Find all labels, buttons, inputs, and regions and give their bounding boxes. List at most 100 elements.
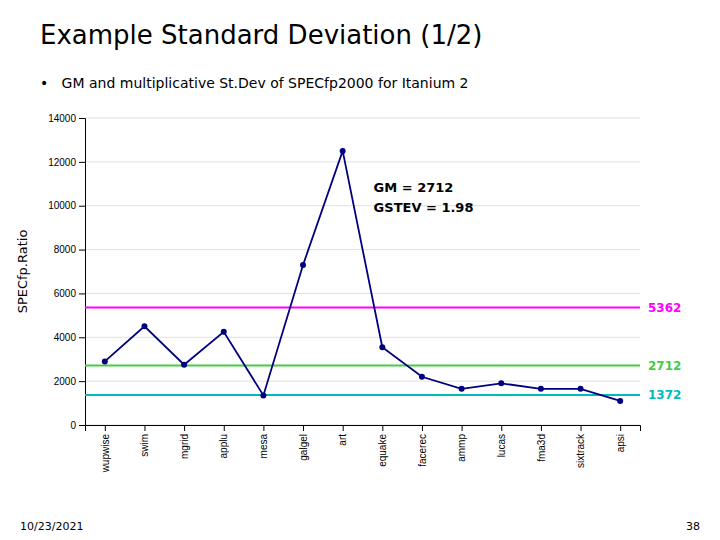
x-tick: swim [139, 425, 150, 457]
y-tick-mark [79, 425, 85, 426]
data-point [498, 380, 504, 386]
data-line [105, 151, 620, 401]
y-tick: 0 [70, 420, 85, 431]
x-tick-label: mesa [258, 434, 269, 459]
grid-line [85, 293, 640, 294]
y-axis-title: SPECfp.Ratio [15, 230, 30, 314]
x-tick-mark [144, 425, 145, 431]
data-point [340, 148, 346, 154]
x-tick-mark [501, 425, 502, 431]
data-point [260, 392, 266, 398]
y-tick-label: 8000 [54, 244, 77, 255]
y-tick-mark [79, 206, 85, 207]
y-tick-mark [79, 293, 85, 294]
y-tick-label: 10000 [48, 200, 76, 211]
x-tick-mark [462, 425, 463, 431]
chart-svg: Example Standard Deviation (1/2) • GM and… [0, 0, 720, 540]
y-tick-label: 12000 [48, 157, 76, 168]
x-tick-label: art [337, 434, 348, 446]
grid [85, 118, 640, 425]
data-point [181, 362, 187, 368]
x-tick-label: fma3d [536, 434, 547, 462]
x-tick: lucas [496, 425, 507, 457]
x-tick-label: sixtrack [575, 433, 586, 468]
y-axis-line [79, 119, 86, 426]
y-axis: 0 2000 4000 6000 8000 10000 12000 14000 [48, 113, 85, 431]
reference-line [85, 306, 640, 308]
y-tick: 12000 [48, 157, 85, 168]
x-tick-mark [263, 425, 264, 431]
x-tick-label: swim [139, 434, 150, 457]
x-tick-mark [303, 425, 304, 431]
data-point [141, 323, 147, 329]
y-tick-mark [79, 118, 85, 119]
reference-line [85, 365, 640, 367]
reference-label: 5362 [648, 301, 681, 315]
data-point [538, 386, 544, 392]
y-tick-label: 14000 [48, 113, 76, 124]
data-point [419, 374, 425, 380]
title: Example Standard Deviation (1/2) [40, 20, 482, 50]
x-tick: sixtrack [575, 425, 586, 468]
subtitle: • GM and multiplicative St.Dev of SPECfp… [40, 75, 469, 91]
grid-line [85, 337, 640, 338]
x-tick: apsi [615, 425, 626, 452]
y-tick-label: 0 [70, 420, 76, 431]
x-tick-label: equake [377, 434, 388, 467]
x-axis: wupwise swim mgrid applu mesa galgel art equake… [86, 425, 641, 473]
x-tick-label: galgel [298, 434, 309, 461]
y-tick-label: 2000 [54, 376, 77, 387]
data-point [379, 344, 385, 350]
y-tick: 10000 [48, 200, 85, 211]
x-tick-mark [343, 425, 344, 431]
x-tick: art [337, 425, 348, 446]
annotation: GM = 2712GSTEV = 1.98 [374, 180, 474, 215]
grid-line [85, 381, 640, 382]
x-tick-mark [422, 425, 423, 431]
x-tick-mark [541, 425, 542, 431]
marks [85, 148, 640, 404]
x-tick: fma3d [536, 425, 547, 462]
y-tick: 4000 [54, 332, 85, 343]
y-tick: 6000 [54, 288, 85, 299]
x-axis-line [86, 426, 641, 432]
grid-line [85, 118, 640, 119]
data-point [102, 358, 108, 364]
y-tick: 14000 [48, 113, 85, 124]
y-tick-label: 4000 [54, 332, 77, 343]
x-tick: ammp [456, 425, 467, 462]
x-tick-mark [620, 425, 621, 431]
data-point [300, 262, 306, 268]
footer-left: 10/23/2021 [20, 520, 83, 533]
data-point [617, 398, 623, 404]
x-tick-label: apsi [615, 434, 626, 452]
footer-right: 38 [686, 520, 700, 533]
y-tick-mark [79, 162, 85, 163]
reference-line [85, 394, 640, 396]
x-tick-label: ammp [456, 434, 467, 462]
y-tick: 8000 [54, 244, 85, 255]
x-tick-mark [224, 425, 225, 431]
y-tick-mark [79, 250, 85, 251]
y-tick-mark [79, 381, 85, 382]
grid-line [85, 161, 640, 162]
x-tick: equake [377, 425, 388, 467]
x-tick-mark [382, 425, 383, 431]
x-tick: galgel [298, 425, 309, 461]
data-point [578, 386, 584, 392]
x-tick: mesa [258, 425, 269, 458]
x-tick-label: facerec [417, 434, 428, 467]
x-tick-label: wupwise [100, 434, 111, 474]
y-tick: 2000 [54, 376, 85, 387]
x-tick-mark [581, 425, 582, 431]
x-tick-mark [105, 425, 106, 431]
data-point [221, 329, 227, 335]
data-point [459, 386, 465, 392]
plot: 0 2000 4000 6000 8000 10000 12000 14000 wupwise s… [15, 113, 681, 474]
x-tick: mgrid [179, 425, 190, 459]
grid-line [85, 205, 640, 206]
x-tick: applu [218, 425, 229, 458]
y-tick-label: 6000 [54, 288, 77, 299]
x-tick-label: mgrid [179, 434, 190, 459]
x-tick-mark [184, 425, 185, 431]
